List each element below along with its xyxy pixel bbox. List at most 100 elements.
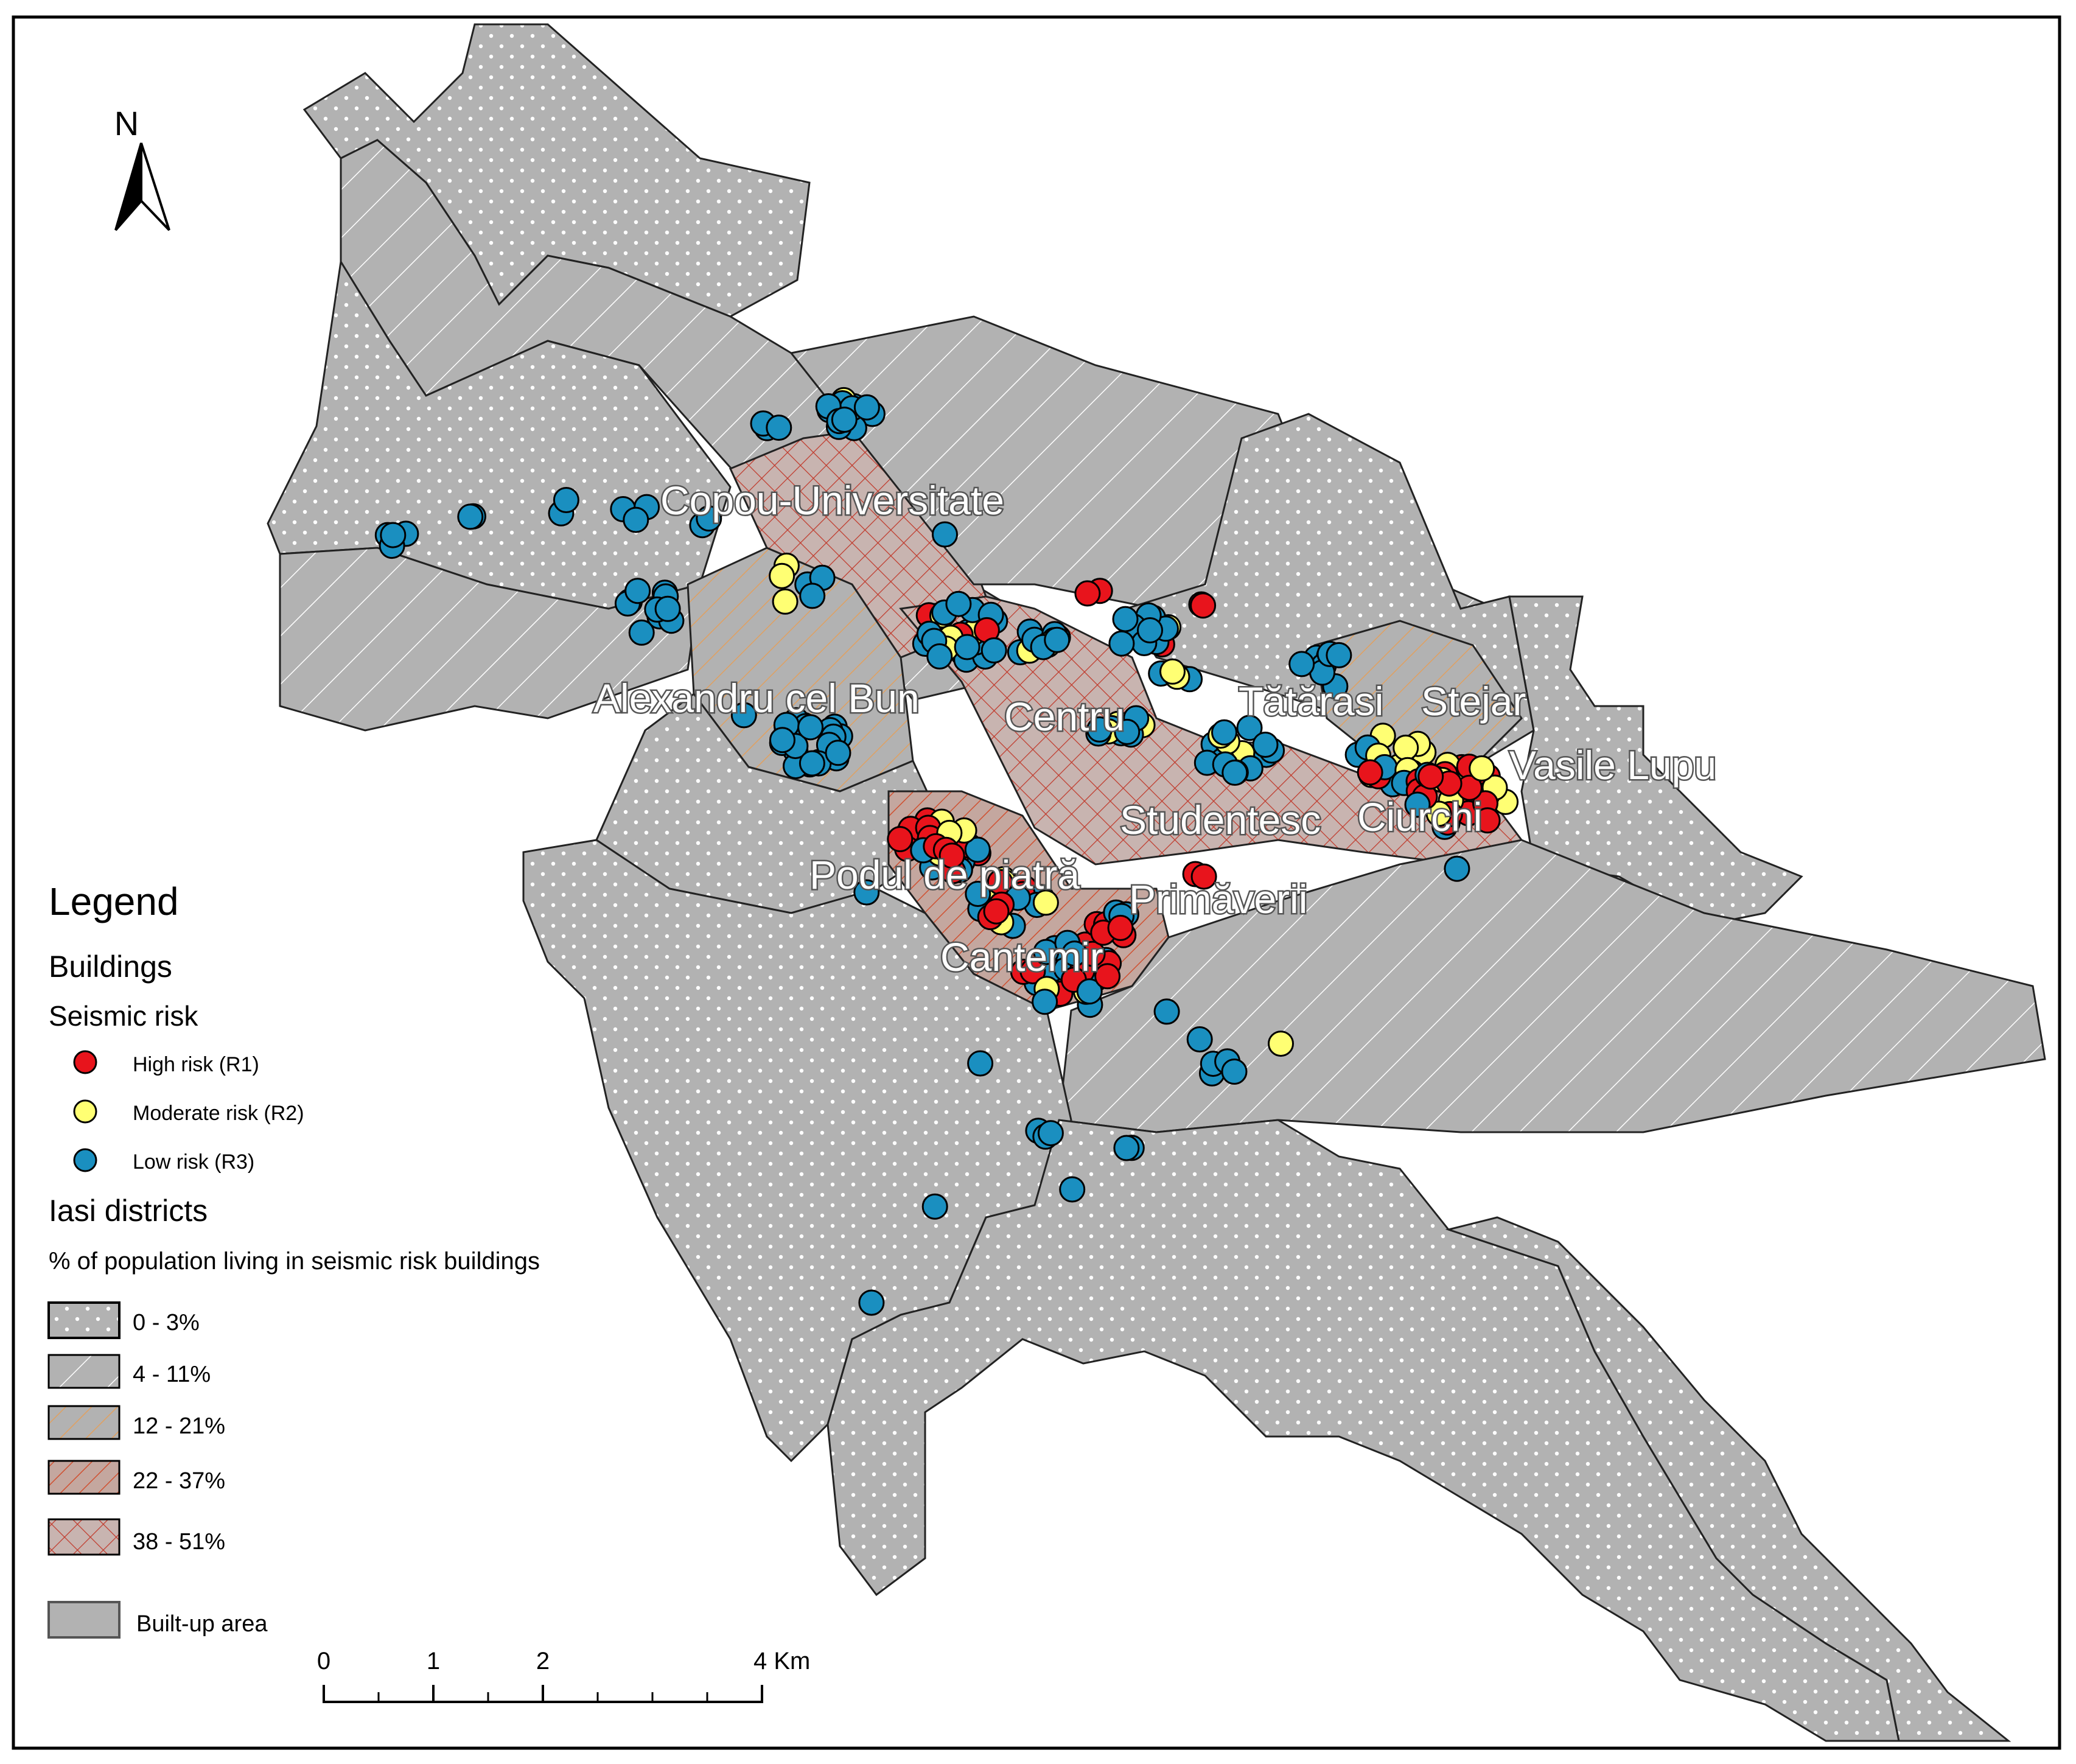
low-risk-building-marker[interactable]: [654, 595, 681, 622]
scale-bar-label-2: 2: [536, 1648, 550, 1675]
legend-districts-heading: Iasi districts: [49, 1194, 208, 1228]
legend-seismic-heading: Seismic risk: [49, 1000, 198, 1032]
district-southeast[interactable]: [1445, 1216, 2011, 1742]
low-risk-building-marker[interactable]: [1059, 1176, 1086, 1203]
low-risk-building-marker[interactable]: [1288, 651, 1315, 677]
low-risk-building-marker[interactable]: [1112, 606, 1139, 632]
district-label-ciurchi: Ciurchi: [1357, 794, 1482, 839]
low-risk-building-marker[interactable]: [1032, 989, 1058, 1015]
legend-high-risk-label: High risk (R1): [133, 1053, 259, 1076]
high-risk-building-marker[interactable]: [1107, 914, 1134, 941]
low-risk-building-marker[interactable]: [858, 1289, 885, 1316]
district-label-alexandru: Alexandru cel Bun: [593, 676, 920, 721]
low-risk-building-marker[interactable]: [853, 394, 880, 421]
low-risk-building-marker[interactable]: [1108, 630, 1135, 657]
district-label-studentesc: Studentesc: [1120, 797, 1321, 842]
moderate-risk-building-marker[interactable]: [1268, 1031, 1294, 1057]
low-risk-building-marker[interactable]: [967, 1050, 994, 1077]
low-risk-building-marker[interactable]: [380, 522, 407, 548]
legend-class-0-swatch: [47, 1301, 121, 1339]
district-far-east[interactable]: [1508, 595, 1803, 926]
low-risk-building-marker[interactable]: [1061, 940, 1088, 967]
legend-low-risk-swatch: [73, 1148, 97, 1172]
low-risk-building-marker[interactable]: [926, 643, 953, 670]
scale-bar: 0 1 2 4 Km: [317, 1648, 810, 1703]
low-risk-building-marker[interactable]: [1404, 791, 1431, 818]
low-risk-building-marker[interactable]: [964, 836, 991, 863]
low-risk-building-marker[interactable]: [853, 879, 880, 906]
low-risk-building-marker[interactable]: [1444, 855, 1470, 882]
low-risk-building-marker[interactable]: [1044, 626, 1071, 653]
low-risk-building-marker[interactable]: [1137, 617, 1163, 643]
low-risk-building-marker[interactable]: [1252, 732, 1279, 758]
low-risk-building-marker[interactable]: [1076, 978, 1103, 1005]
legend-low-risk-label: Low risk (R3): [133, 1150, 254, 1174]
high-risk-building-marker[interactable]: [1474, 807, 1501, 834]
district-labels: Copou-Universitate Alexandru cel Bun Cen…: [592, 477, 1718, 981]
legend-class-2-label: 12 - 21%: [133, 1413, 225, 1439]
district-label-centru: Centru: [1004, 694, 1125, 739]
low-risk-building-marker[interactable]: [799, 583, 826, 609]
high-risk-building-marker[interactable]: [1190, 592, 1217, 619]
high-risk-building-marker[interactable]: [1019, 958, 1046, 985]
moderate-risk-building-marker[interactable]: [1393, 734, 1419, 761]
legend-moderate-risk-label: Moderate risk (R2): [133, 1102, 304, 1125]
low-risk-building-marker[interactable]: [769, 727, 795, 754]
moderate-risk-building-marker[interactable]: [1159, 658, 1186, 685]
moderate-risk-building-marker[interactable]: [1032, 889, 1059, 916]
low-risk-building-marker[interactable]: [730, 702, 757, 729]
moderate-risk-building-marker[interactable]: [772, 588, 799, 615]
low-risk-building-marker[interactable]: [1326, 642, 1352, 668]
low-risk-building-marker[interactable]: [1211, 719, 1237, 746]
low-risk-building-marker[interactable]: [932, 521, 958, 548]
district-tatarasi[interactable]: [1313, 620, 1523, 768]
low-risk-building-marker[interactable]: [623, 506, 649, 533]
building-points: [374, 387, 1519, 1316]
low-risk-building-marker[interactable]: [1114, 718, 1141, 745]
low-risk-building-marker[interactable]: [980, 637, 1007, 663]
low-risk-building-marker[interactable]: [1221, 1059, 1248, 1085]
low-risk-building-marker[interactable]: [696, 505, 722, 532]
low-risk-building-marker[interactable]: [1086, 716, 1113, 743]
low-risk-building-marker[interactable]: [825, 740, 851, 766]
high-risk-building-marker[interactable]: [1357, 759, 1383, 786]
low-risk-building-marker[interactable]: [1186, 1026, 1213, 1052]
low-risk-building-marker[interactable]: [628, 619, 655, 646]
low-risk-building-marker[interactable]: [1037, 1120, 1064, 1147]
moderate-risk-building-marker[interactable]: [1469, 755, 1495, 782]
low-risk-building-marker[interactable]: [921, 1193, 948, 1220]
low-risk-building-marker[interactable]: [954, 634, 980, 660]
high-risk-building-marker[interactable]: [983, 898, 1010, 925]
district-label-primaverii: Primăverii: [1129, 877, 1307, 922]
low-risk-building-marker[interactable]: [945, 590, 972, 617]
low-risk-building-marker[interactable]: [797, 714, 824, 741]
low-risk-building-marker[interactable]: [1236, 715, 1263, 741]
high-risk-building-marker[interactable]: [1190, 863, 1217, 890]
legend-districts-subheading: % of population living in seismic risk b…: [49, 1248, 540, 1275]
low-risk-building-marker[interactable]: [553, 487, 579, 513]
legend-moderate-risk-swatch: [73, 1099, 97, 1124]
city-boundary: [267, 23, 2046, 1742]
district-west-diag[interactable]: [279, 547, 701, 732]
low-risk-building-marker[interactable]: [799, 750, 825, 777]
low-risk-building-marker[interactable]: [965, 881, 991, 907]
legend: Legend Buildings Seismic risk High risk …: [47, 880, 540, 1639]
north-arrow: N: [114, 104, 170, 231]
low-risk-building-marker[interactable]: [457, 503, 484, 530]
moderate-risk-building-marker[interactable]: [769, 562, 795, 589]
district-south[interactable]: [827, 1119, 1900, 1742]
legend-class-3-label: 22 - 37%: [133, 1468, 225, 1494]
high-risk-building-marker[interactable]: [887, 826, 914, 852]
low-risk-building-marker[interactable]: [831, 407, 858, 433]
low-risk-building-marker[interactable]: [624, 578, 651, 604]
low-risk-building-marker[interactable]: [1221, 759, 1248, 786]
high-risk-building-marker[interactable]: [1417, 763, 1444, 790]
low-risk-building-marker[interactable]: [766, 415, 792, 441]
district-label-stejar: Stejar: [1421, 679, 1526, 724]
scale-bar-label-3: 4 Km: [753, 1648, 810, 1675]
high-risk-building-marker[interactable]: [1094, 963, 1121, 990]
high-risk-building-marker[interactable]: [938, 842, 965, 869]
low-risk-building-marker[interactable]: [1113, 1135, 1140, 1161]
low-risk-building-marker[interactable]: [1153, 998, 1180, 1025]
high-risk-building-marker[interactable]: [1074, 580, 1101, 607]
